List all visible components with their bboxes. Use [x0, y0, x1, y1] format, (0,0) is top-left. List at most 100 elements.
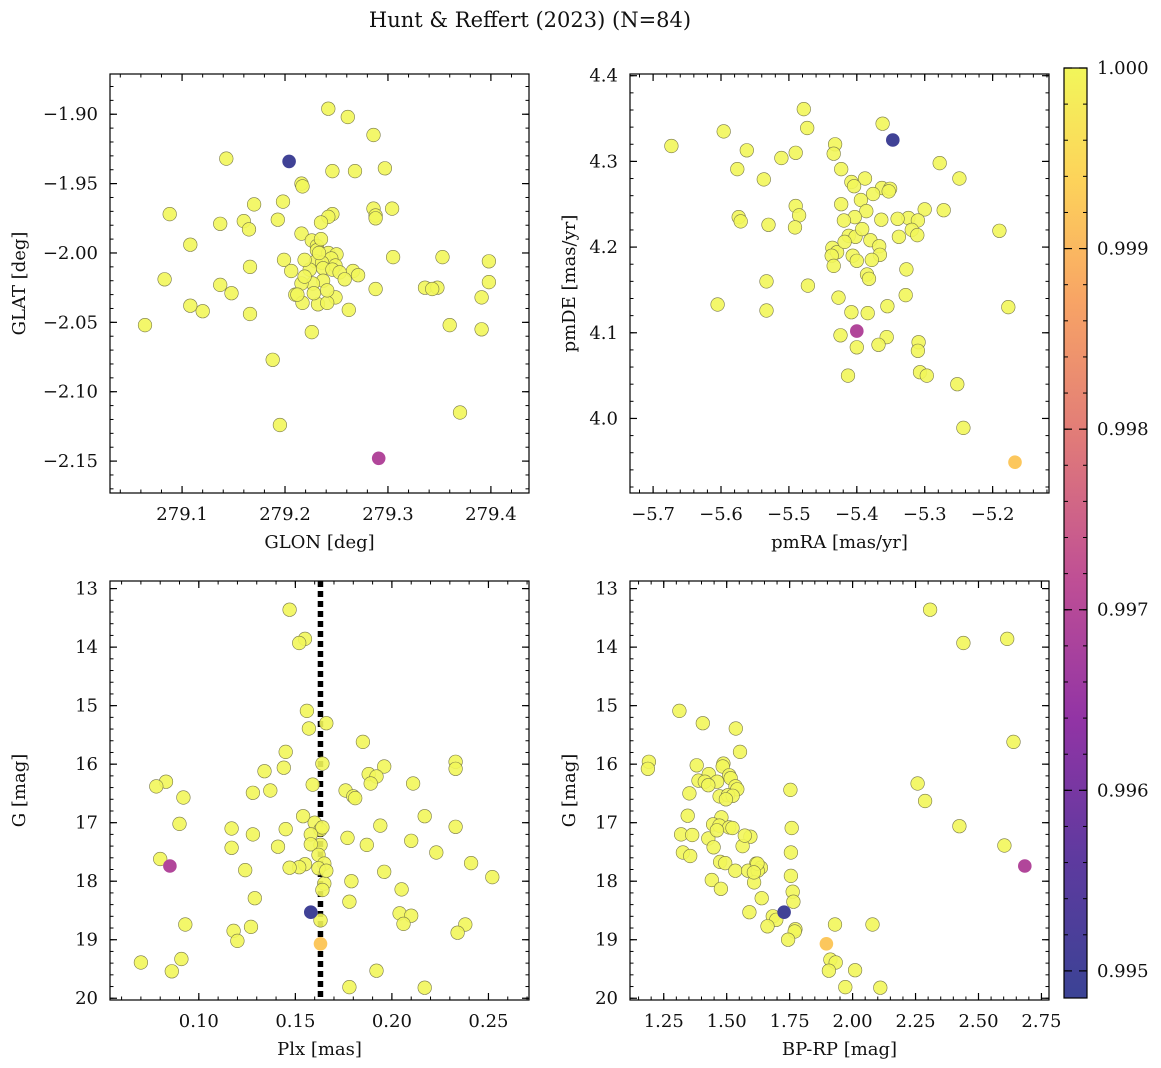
scatter-point	[363, 776, 378, 791]
scatter-point	[313, 232, 329, 247]
scatter-point	[278, 744, 293, 760]
scatter-point	[133, 955, 148, 970]
scatter-point	[759, 303, 774, 318]
scatter-point	[890, 211, 905, 226]
scatter-point	[875, 116, 890, 131]
scatter-point	[899, 262, 914, 277]
scatter-point	[241, 222, 257, 237]
scatter-point	[348, 790, 363, 806]
scatter-point	[355, 734, 371, 750]
scatter-point	[837, 234, 852, 249]
scatter-point	[1000, 631, 1015, 647]
scatter-point	[865, 917, 880, 932]
scatter-point	[377, 161, 393, 176]
scatter-point	[311, 245, 327, 261]
scatter-point	[919, 368, 934, 383]
scatter-point	[385, 201, 400, 216]
scatter-point	[278, 821, 293, 837]
scatter-point	[176, 790, 191, 805]
scatter-point	[406, 776, 421, 791]
scatter-point	[783, 782, 798, 798]
scatter-point	[386, 250, 401, 265]
y-axis-label: GLAT [deg]	[9, 232, 30, 336]
scatter-point	[296, 809, 311, 824]
scatter-point	[448, 761, 463, 776]
scatter-point	[347, 164, 363, 179]
scatter-point	[680, 808, 695, 823]
scatter-point	[263, 783, 278, 798]
scatter-point	[425, 281, 440, 297]
colorbar-ticks: 0.995 0.996 0.997 0.998 0.999 1.000	[1064, 58, 1149, 982]
x-tick-label: −5.2	[971, 504, 1015, 525]
x-tick-label: −5.3	[903, 504, 947, 525]
scatter-point	[213, 216, 228, 231]
scatter-point	[272, 417, 288, 433]
x-tick-label: 279.2	[259, 504, 311, 525]
scatter-point	[936, 203, 951, 218]
y-tick-label: −2.00	[43, 243, 98, 264]
scatter-point	[718, 855, 733, 871]
panel-glon-glat: 279.1 279.2 279.3 279.4 −1.90 −1.95 −2.00 −2.05…	[9, 73, 530, 553]
scatter-point	[270, 839, 286, 854]
scatter-point	[320, 295, 335, 311]
y-tick-label: 18	[595, 871, 618, 892]
scatter-point	[404, 833, 419, 848]
panel-pmra-pmde: −5.7 −5.6 −5.5 −5.4 −5.3 −5.2 4.0 4.1 4.2 4.3 4.4 p…	[559, 66, 1050, 553]
scatter-point	[368, 211, 383, 226]
y-tick-label: 16	[595, 754, 618, 775]
scatter-point	[178, 917, 193, 932]
scatter-point	[1008, 455, 1022, 470]
scatter-point	[849, 253, 864, 268]
scatter-point	[689, 758, 704, 773]
scatter-point	[718, 792, 734, 807]
y-tick-label: −1.95	[43, 174, 98, 195]
scatter-point	[366, 127, 381, 143]
x-tick-label: −5.7	[631, 504, 675, 525]
scatter-point	[294, 226, 309, 241]
scatter-point	[732, 744, 748, 760]
x-tick-label: 2.75	[1021, 1011, 1061, 1032]
scatter-point	[245, 827, 260, 842]
scatter-point	[265, 352, 280, 367]
colorbar-tick-label: 1.000	[1097, 58, 1149, 79]
colorbar-gradient	[1063, 67, 1088, 999]
scatter-point	[303, 837, 318, 852]
scatter-point	[417, 980, 432, 995]
scatter-point	[861, 271, 877, 286]
scatter-point	[290, 287, 305, 302]
scatter-point	[871, 337, 886, 352]
x-tick-label: 279.3	[362, 504, 414, 525]
x-tick-label: 0.15	[275, 1011, 315, 1032]
scatter-point	[368, 281, 383, 297]
scatter-point	[737, 828, 752, 843]
scatter-point	[242, 306, 258, 322]
scatter-point	[243, 919, 259, 935]
scatter-point	[730, 162, 745, 177]
scatter-point	[292, 635, 307, 651]
scatter-point	[275, 194, 291, 209]
scatter-point	[728, 863, 743, 878]
scatter-point	[301, 721, 317, 736]
scatter-point	[157, 272, 172, 287]
scatter-point	[213, 277, 228, 293]
scatter-point	[850, 324, 864, 338]
colorbar-tick-label: 0.999	[1097, 239, 1149, 260]
scatter-point	[270, 212, 285, 227]
scatter-point	[857, 171, 873, 186]
scatter-point	[340, 830, 355, 846]
scatter-point	[315, 882, 330, 898]
x-tick-label: 279.1	[156, 504, 208, 525]
scatter-point	[819, 937, 834, 951]
colorbar-tick-label: 0.996	[1097, 780, 1149, 801]
scatter-point	[788, 145, 803, 160]
scatter-point	[710, 297, 725, 312]
scatter-point	[840, 368, 856, 383]
x-tick-label: −5.6	[699, 504, 743, 525]
scatter-point	[950, 377, 965, 392]
scatter-point	[377, 759, 392, 774]
scatter-point	[450, 925, 465, 940]
x-tick-label: 0.20	[372, 1011, 412, 1032]
scatter-point	[282, 860, 297, 875]
scatter-point	[172, 816, 187, 832]
